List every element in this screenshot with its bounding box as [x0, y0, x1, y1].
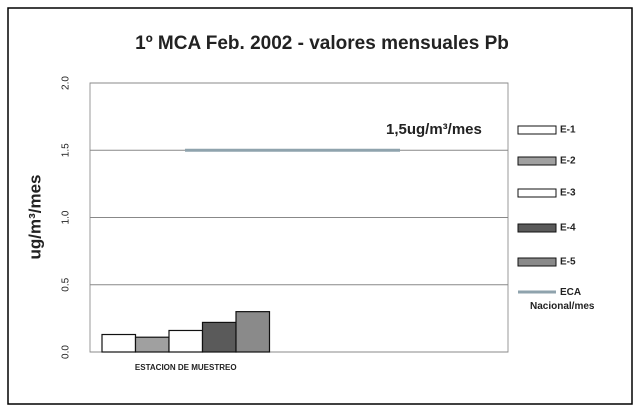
bar [168, 329, 204, 353]
legend-label: E-4 [560, 223, 576, 234]
legend-label: ECA Nacional/mes [530, 287, 595, 312]
chart-title: 1º MCA Feb. 2002 - valores mensuales Pb [135, 33, 509, 54]
y-tick-label: 1.0 [61, 210, 72, 224]
x-tick-label: ESTACION DE MUESTREO [135, 363, 237, 372]
y-axis-label: ug/m³/mes [25, 174, 44, 259]
legend-swatch [517, 125, 557, 135]
y-tick-label: 0.5 [61, 277, 72, 291]
bar [201, 321, 237, 353]
legend-swatch [517, 223, 557, 233]
legend-label: E-3 [560, 188, 576, 199]
y-tick-label: 0.0 [61, 345, 72, 359]
y-tick-label: 2.0 [61, 76, 72, 90]
bar [101, 333, 137, 353]
legend-swatch [517, 257, 557, 267]
bar [235, 311, 271, 353]
legend-swatch [517, 188, 557, 198]
annotation: 1,5ug/m³/mes [386, 121, 482, 138]
legend-label: E-5 [560, 257, 576, 268]
y-tick-label: 1.5 [61, 143, 72, 157]
legend-label: E-1 [560, 125, 576, 136]
bar [134, 336, 170, 353]
legend-label: E-2 [560, 156, 576, 167]
legend-swatch [517, 156, 557, 166]
